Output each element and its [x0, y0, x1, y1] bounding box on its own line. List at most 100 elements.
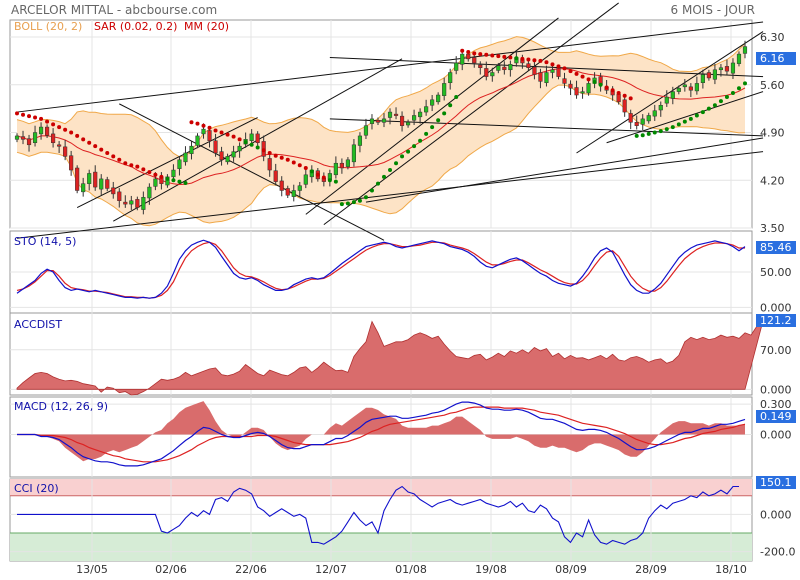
- sar-dot: [700, 110, 705, 115]
- y-tick-label: 70.00: [760, 344, 792, 357]
- sar-dot: [466, 50, 471, 55]
- sar-dot: [460, 48, 465, 53]
- sar-dot: [93, 144, 98, 149]
- panel-frame-macd: [9, 396, 753, 478]
- sar-dot: [309, 169, 314, 174]
- trend-line: [119, 103, 385, 241]
- legend-boll: BOLL (20, 2): [14, 20, 82, 33]
- sar-dot: [333, 179, 338, 184]
- sar-dot: [646, 131, 651, 136]
- sar-dot: [183, 180, 188, 185]
- sar-dot: [706, 106, 711, 111]
- sar-dot: [520, 56, 525, 61]
- sar-dot: [363, 195, 368, 200]
- sar-dot: [159, 174, 164, 179]
- sar-dot: [357, 198, 362, 203]
- sar-dot: [382, 174, 387, 179]
- sar-dot: [315, 172, 320, 177]
- sar-dot: [15, 111, 19, 116]
- sar-dot: [321, 175, 326, 180]
- x-tick-label: 12/07: [315, 563, 347, 576]
- sto-last-value: 85.46: [760, 241, 792, 254]
- y-tick-label: 0.000: [760, 301, 792, 314]
- candle-body: [694, 83, 699, 92]
- candle-body: [195, 135, 200, 146]
- sar-dot: [201, 123, 206, 128]
- sar-dot: [670, 125, 675, 130]
- period-label: 6 MOIS - JOUR: [671, 3, 755, 17]
- x-tick-label: 28/09: [635, 563, 667, 576]
- macd-label: MACD (12, 26, 9): [14, 400, 108, 413]
- sar-dot: [153, 172, 158, 177]
- candle-body: [544, 72, 549, 83]
- sto-label: STO (14, 5): [14, 235, 76, 248]
- candle-body: [255, 133, 260, 144]
- sar-dot: [69, 130, 74, 135]
- candle-body: [568, 83, 573, 89]
- sar-dot: [171, 178, 176, 183]
- candle-body: [562, 78, 567, 84]
- candle-body: [393, 113, 399, 116]
- macd-lines: [17, 401, 746, 467]
- sar-dot: [147, 170, 152, 175]
- accdist-y-ticks: 0.000 70.00: [760, 344, 792, 397]
- sar-dot: [394, 161, 399, 166]
- sar-dot: [604, 85, 609, 90]
- price-y-ticks: 3.50 4.20 4.90 5.60 6.30: [760, 31, 785, 235]
- accdist-panel: 0.000 70.00 ACCDIST 121.2: [10, 313, 796, 396]
- candle-body: [442, 83, 447, 96]
- candle-body: [712, 69, 717, 80]
- sar-dot: [490, 53, 495, 58]
- cci-panel: -200.0 0.000 CCI (20) 150.1: [10, 476, 796, 561]
- candle-body: [646, 115, 651, 122]
- sar-dot: [538, 58, 543, 63]
- sar-dot: [526, 57, 531, 62]
- sar-dot: [628, 96, 633, 101]
- candle-body: [147, 186, 152, 199]
- candle-body: [454, 62, 459, 71]
- trend-line: [365, 137, 764, 203]
- sar-dot: [682, 119, 687, 124]
- cci-zones: [10, 479, 752, 561]
- sar-dot: [616, 90, 621, 95]
- sar-dot: [562, 66, 567, 71]
- sar-dot: [261, 148, 266, 153]
- candle-body: [123, 201, 128, 205]
- candle-body: [225, 156, 230, 163]
- sar-dot: [454, 95, 459, 100]
- candle-body: [670, 91, 675, 99]
- candle-body: [418, 111, 423, 118]
- cci-last-value: 150.1: [760, 476, 792, 489]
- sar-dot: [664, 127, 669, 132]
- mm20-line: [16, 68, 746, 186]
- candle-body: [484, 68, 489, 77]
- y-tick-label: 0.000: [760, 508, 792, 521]
- sar-dot: [736, 86, 741, 91]
- candle-body: [736, 53, 742, 64]
- candle-body: [345, 159, 350, 167]
- sar-dot: [351, 200, 356, 205]
- candle-body: [93, 171, 98, 188]
- chart-title: ARCELOR MITTAL - abcbourse.com: [11, 3, 217, 17]
- sto-y-ticks: 0.000 50.00: [760, 266, 792, 314]
- bollinger-fill: [17, 36, 745, 226]
- sar-dot: [610, 88, 615, 93]
- candle-body: [26, 138, 32, 146]
- sar-dot: [484, 52, 489, 57]
- candle-body: [249, 133, 254, 141]
- y-tick-label: 5.60: [760, 79, 785, 92]
- candle-body: [219, 151, 224, 161]
- candle-body: [57, 144, 62, 147]
- candle-body: [490, 72, 495, 77]
- sar-dot: [45, 119, 50, 124]
- legend-sar: SAR (0.02, 0.2): [94, 20, 177, 33]
- candle-body: [478, 64, 483, 68]
- sar-dot: [436, 118, 441, 123]
- sar-dot: [111, 154, 116, 159]
- accdist-label: ACCDIST: [14, 318, 62, 331]
- candle-body: [297, 185, 302, 191]
- price-panel: 3.50 4.20 4.90 5.60 6.30 BOLL (20, 2) SAR (0…: [10, 2, 796, 241]
- price-last-badge: 6.16: [756, 52, 796, 65]
- candle-body: [69, 155, 74, 171]
- candle-body: [51, 133, 56, 144]
